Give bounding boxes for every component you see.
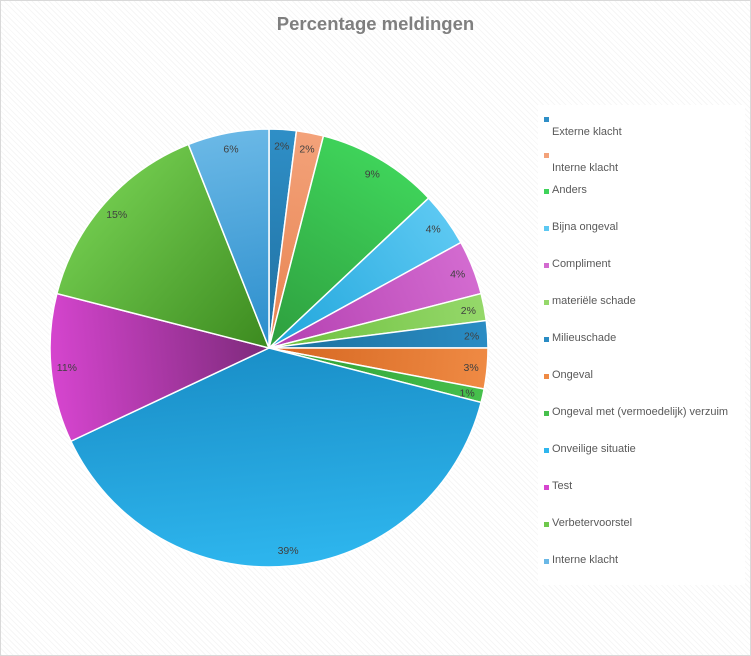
legend-label: Milieuschade: [552, 332, 617, 344]
legend-swatch: [544, 448, 549, 453]
legend-swatch: [544, 559, 549, 564]
slice-data-label: 39%: [278, 545, 299, 557]
legend-label: Externe klacht: [552, 126, 622, 138]
legend-swatch: [544, 522, 549, 527]
slice-data-label: 2%: [299, 144, 314, 156]
slice-data-label: 4%: [450, 268, 465, 280]
pie-slice: [69, 347, 483, 568]
legend-swatch: [544, 411, 549, 416]
legend-swatch: [544, 337, 549, 342]
slice-data-label: 2%: [274, 140, 289, 152]
legend-label: Onveilige situatie: [552, 443, 636, 455]
pie-slice: [187, 128, 270, 349]
pie-slice: [49, 292, 272, 443]
legend-swatch: [544, 374, 549, 379]
slice-data-label: 3%: [464, 362, 479, 374]
legend-label: Interne klacht: [552, 554, 619, 566]
legend-swatch: [544, 485, 549, 490]
legend-label: Test: [552, 480, 573, 492]
slice-data-label: 11%: [57, 362, 77, 374]
legend-label: Compliment: [552, 258, 611, 270]
legend-swatch: [544, 117, 549, 122]
legend-swatch: [544, 153, 549, 158]
slice-data-label: 1%: [460, 387, 475, 399]
legend: Externe klacht Interne klacht Anders Bijna …: [538, 105, 745, 585]
legend-label: Bijna ongeval: [552, 221, 619, 233]
chart-title: Percentage meldingen: [276, 13, 475, 34]
legend-label: Interne klacht: [552, 162, 619, 174]
slice-data-label: 2%: [464, 330, 479, 342]
slice-data-label: 2%: [461, 305, 476, 317]
slice-data-label: 9%: [365, 168, 380, 180]
slice-data-label: 6%: [223, 144, 238, 156]
legend-swatch: [544, 263, 549, 268]
legend-label: Ongeval: [552, 369, 593, 381]
pie-slice: [55, 143, 271, 350]
pie-slice: [267, 134, 430, 351]
legend-swatch: [544, 189, 549, 194]
legend-swatch: [544, 300, 549, 305]
slice-data-label: 4%: [426, 224, 441, 236]
legend-label: Verbetervoorstel: [552, 517, 633, 529]
slice-data-label: 15%: [106, 209, 127, 221]
legend-label: Ongeval met (vermoedelijk) verzuim: [552, 406, 729, 418]
legend-label: Anders: [552, 184, 587, 196]
legend-label: materiële schade: [552, 295, 636, 307]
legend-swatch: [544, 226, 549, 231]
